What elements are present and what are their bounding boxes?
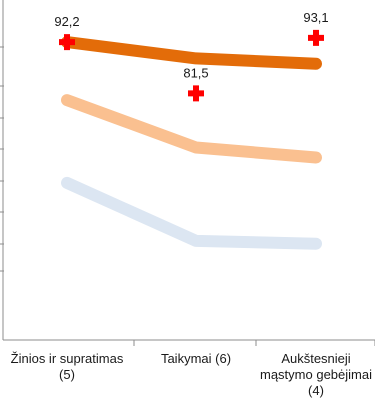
x-tick-label-1: Žinios ir supratimas (5): [10, 351, 124, 382]
data-label-3: 93,1: [303, 10, 328, 25]
data-marker-3: [308, 29, 324, 46]
data-marker-2: [188, 85, 204, 102]
series-line-3: [61, 176, 322, 250]
series-line-1: [61, 36, 322, 70]
data-marker-1: [59, 34, 75, 51]
x-tick-label-2: Taikymai (6): [160, 351, 232, 366]
x-tick-label-3: Aukštesnieji mąstymo gebėjimai (4): [260, 351, 372, 398]
data-label-2: 81,5: [183, 65, 208, 80]
data-label-1: 92,2: [54, 14, 79, 29]
y-axis-title-strip: [0, 278, 10, 340]
series-line-2: [61, 94, 322, 164]
